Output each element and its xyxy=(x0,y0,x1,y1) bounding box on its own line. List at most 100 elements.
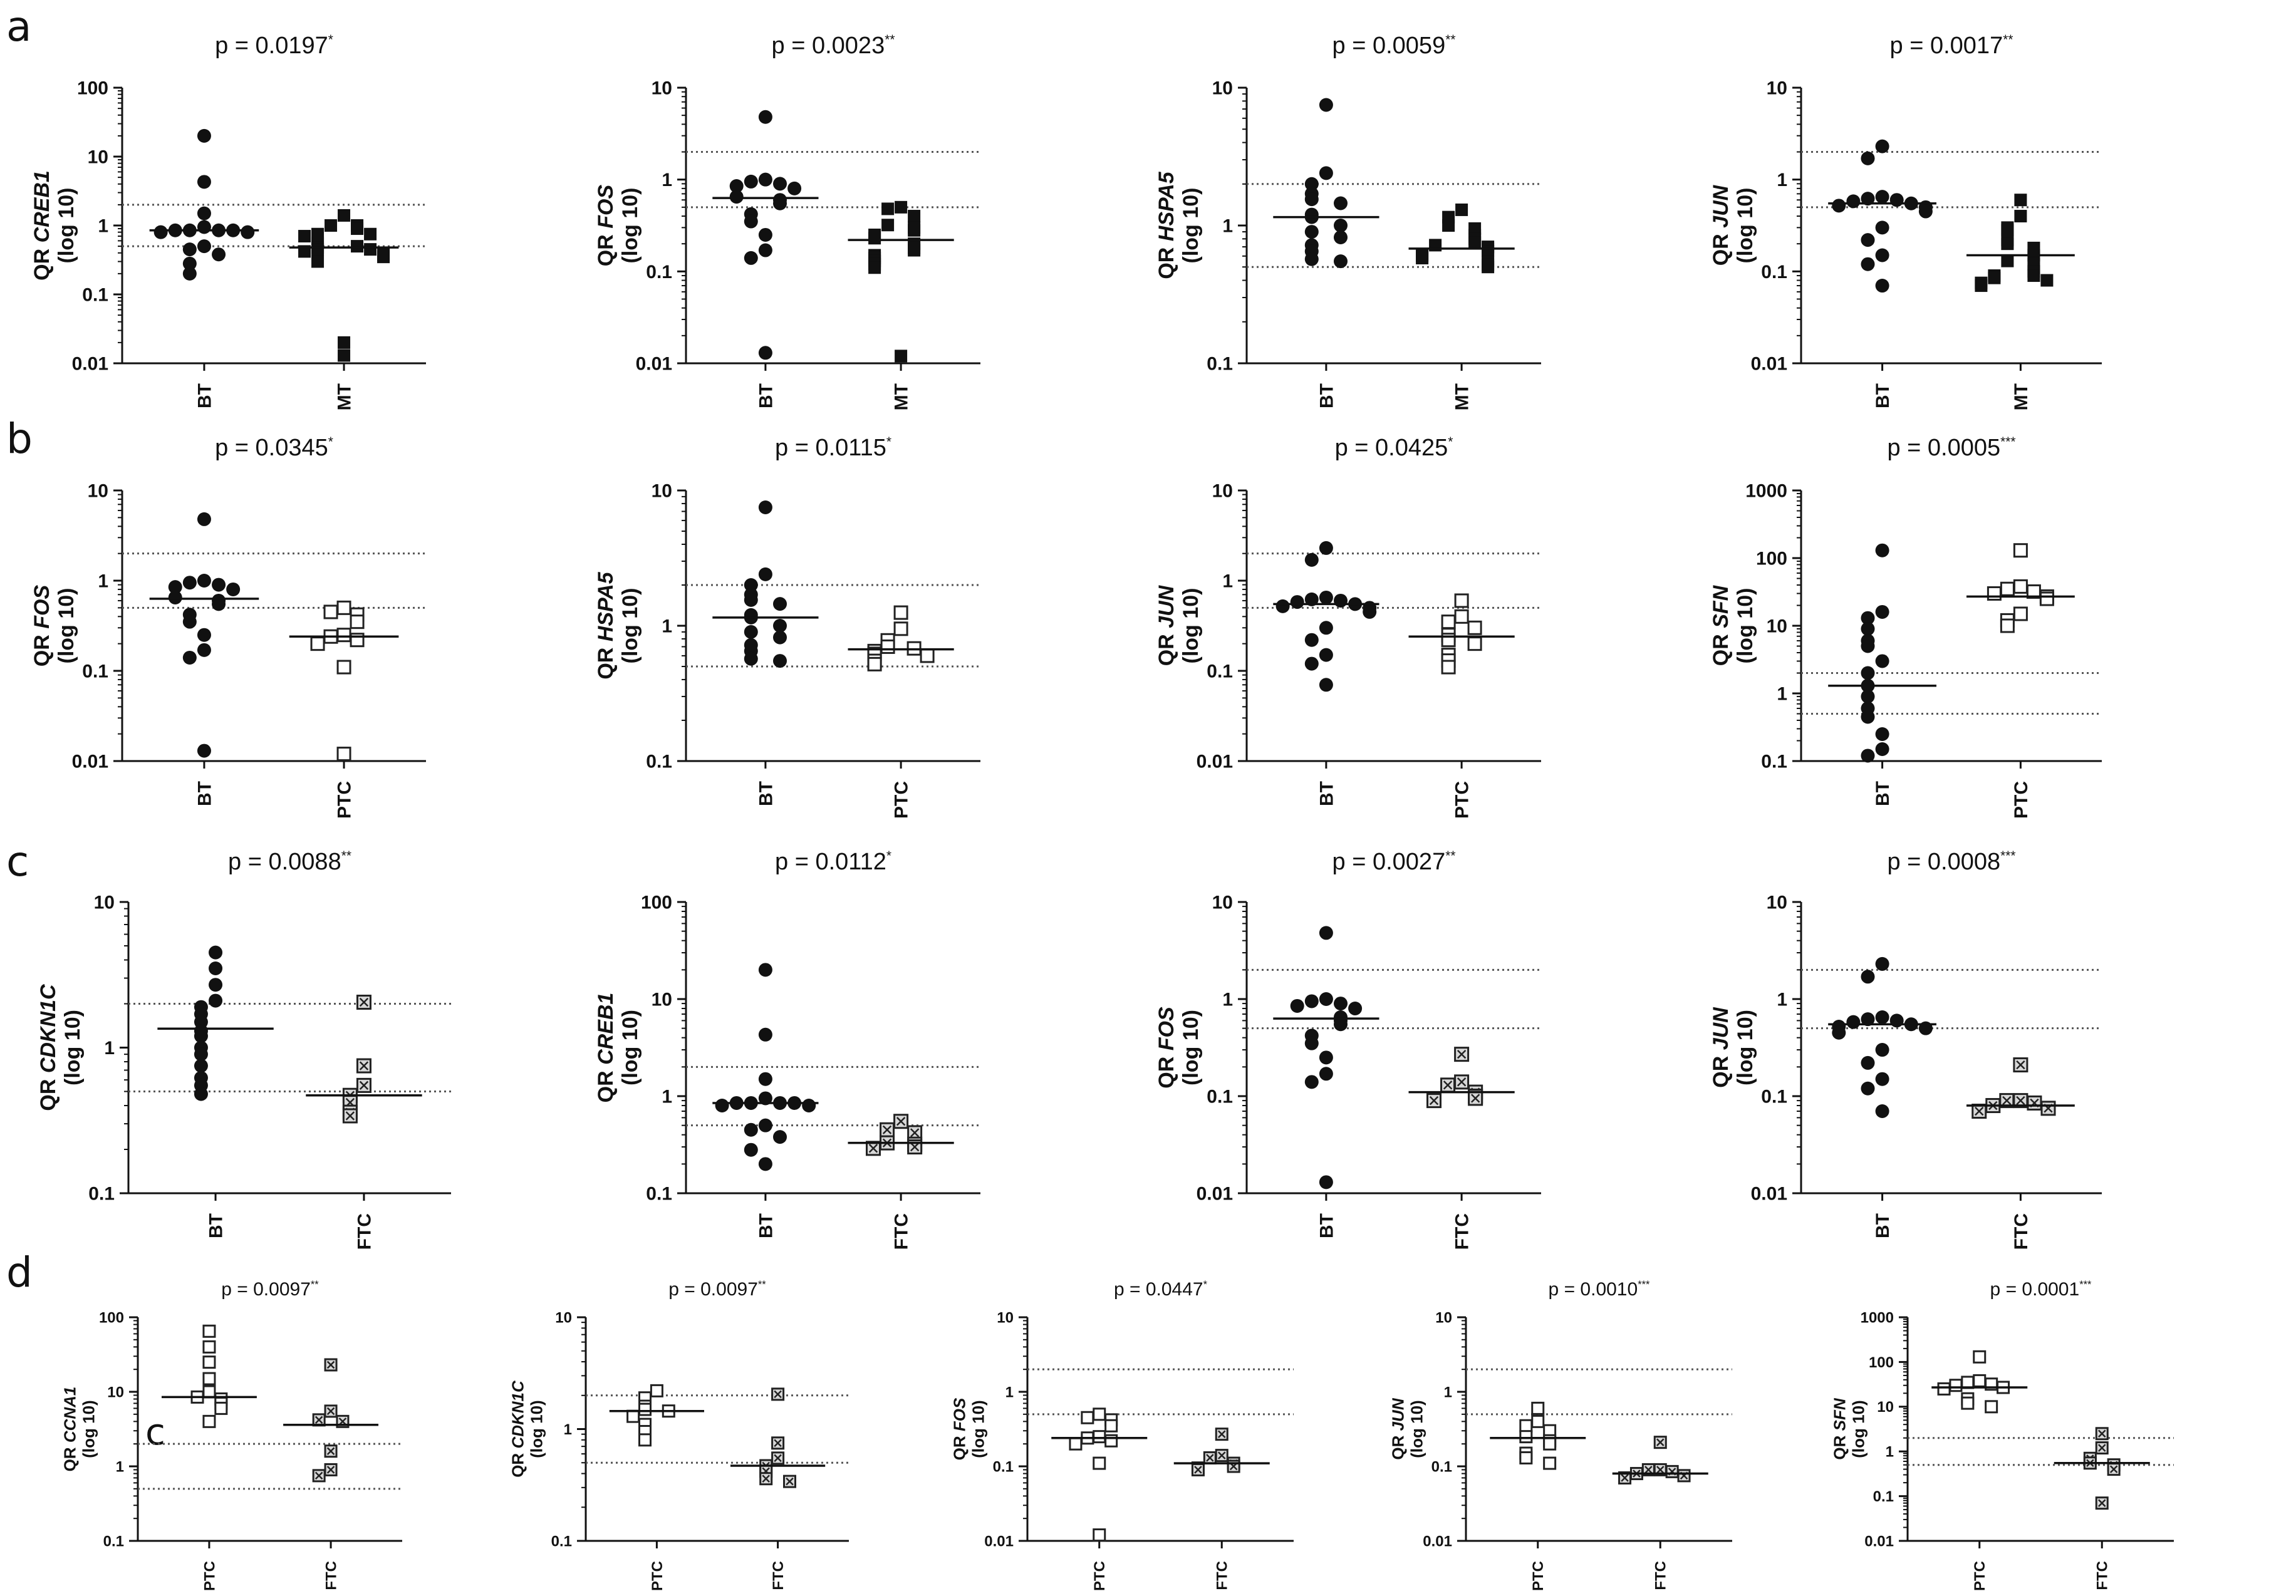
y-label-prefix: QR xyxy=(1709,1056,1733,1088)
data-point xyxy=(758,963,772,977)
data-point xyxy=(1334,254,1348,269)
data-point xyxy=(1875,654,1889,668)
data-point xyxy=(1319,926,1333,940)
data-point xyxy=(209,993,223,1008)
y-tick-label: 10 xyxy=(107,1384,124,1401)
marker-box xyxy=(2013,606,2028,621)
chart-c-creb1: p = 0.0112* 0.1 1 10 100 QR CREB1 (log 10) BT FT… xyxy=(594,849,980,1250)
significance-stars: ** xyxy=(341,849,351,863)
data-point xyxy=(1961,1396,1975,1410)
data-point xyxy=(1875,1010,1889,1024)
data-point xyxy=(1971,1104,1987,1119)
x-category-label: PTC xyxy=(891,781,912,819)
data-point xyxy=(1104,1434,1118,1448)
y-tick-label: 1 xyxy=(662,1087,672,1107)
marker-box xyxy=(1093,1456,1106,1470)
y-label-prefix: QR xyxy=(594,234,618,266)
marker-box xyxy=(1093,1430,1106,1444)
x-category-label: PTC xyxy=(1530,1561,1547,1591)
p-value: p = 0.0005 xyxy=(1887,435,2000,461)
data-point xyxy=(1319,541,1333,555)
y-axis-label: QR FOS xyxy=(594,185,618,267)
marker-box xyxy=(1467,636,1482,651)
data-point xyxy=(1875,139,1889,153)
data-point xyxy=(1918,204,1933,219)
marker-box xyxy=(1949,1379,1963,1392)
y-label-prefix: QR xyxy=(1709,234,1733,266)
y-axis-unit: (log 10) xyxy=(618,188,642,264)
y-label-prefix: QR xyxy=(36,1079,60,1111)
marker-cross xyxy=(345,1111,355,1121)
data-point xyxy=(1093,1430,1106,1444)
data-point xyxy=(729,179,744,194)
data-point xyxy=(2095,1427,2109,1441)
data-point xyxy=(182,650,197,665)
y-tick-label: 1 xyxy=(1777,990,1787,1010)
y-tick-label: 0.01 xyxy=(1197,752,1233,772)
marker-box xyxy=(1973,1374,1987,1387)
data-point xyxy=(1543,1456,1557,1470)
data-point xyxy=(324,1358,338,1372)
marker-cross xyxy=(1656,1466,1665,1474)
marker-box xyxy=(2039,591,2054,606)
data-point xyxy=(1861,970,1875,984)
p-value: p = 0.0197 xyxy=(215,33,328,59)
y-axis-unit: (log 10) xyxy=(1849,1400,1867,1458)
y-tick-label: 100 xyxy=(99,1309,124,1326)
x-category-label: BT xyxy=(756,1213,776,1238)
data-point xyxy=(771,1436,785,1450)
marker-box xyxy=(310,636,325,651)
data-point xyxy=(868,232,881,245)
data-point xyxy=(1304,177,1319,191)
marker-cross xyxy=(359,1061,369,1070)
y-tick-label: 1 xyxy=(1222,990,1233,1010)
data-point xyxy=(1290,595,1304,609)
data-point xyxy=(356,995,371,1010)
data-point xyxy=(1889,193,1904,207)
data-point xyxy=(1875,1072,1889,1086)
data-point xyxy=(1440,1077,1456,1093)
data-point xyxy=(1319,98,1333,112)
data-point xyxy=(773,630,787,645)
p-value: p = 0.0001 xyxy=(1990,1279,2080,1300)
y-axis-label: QR JUN xyxy=(1709,1007,1733,1088)
data-point xyxy=(1665,1464,1679,1478)
marker-box xyxy=(880,639,895,654)
data-point xyxy=(197,239,211,254)
marker-box xyxy=(336,660,351,675)
chart-title: p = 0.0027** xyxy=(1332,849,1456,875)
data-point xyxy=(908,224,921,237)
data-point xyxy=(1334,1017,1348,1032)
marker-cross xyxy=(1206,1454,1214,1462)
p-value: p = 0.0112 xyxy=(775,849,886,875)
marker-cross xyxy=(896,1117,906,1126)
data-point xyxy=(638,1433,652,1447)
data-point xyxy=(1416,252,1429,265)
x-category-label: BT xyxy=(756,781,776,806)
marker-box xyxy=(1937,1382,1951,1396)
data-point xyxy=(1973,1350,1987,1364)
data-point xyxy=(351,222,364,236)
data-point xyxy=(1875,742,1889,756)
marker-box xyxy=(1093,1407,1106,1421)
data-point xyxy=(729,190,744,204)
y-tick-label: 10 xyxy=(997,1309,1014,1326)
chart-b-jun: p = 0.0425* 0.01 0.1 1 10 QR JUN (log 10) BT PTC xyxy=(1155,435,1541,819)
data-point xyxy=(744,593,758,607)
marker-cross xyxy=(2097,1429,2106,1438)
data-point xyxy=(1334,997,1348,1011)
significance-stars: ** xyxy=(2003,33,2013,47)
x-category-label: FTC xyxy=(323,1561,340,1590)
data-point xyxy=(197,220,211,234)
x-category-label: PTC xyxy=(649,1561,666,1591)
x-category-label: FTC xyxy=(2094,1561,2111,1590)
y-label-gene: CDKN1C xyxy=(508,1380,527,1449)
panel-letter-a: a xyxy=(6,3,32,51)
data-point xyxy=(1455,203,1468,216)
data-point xyxy=(893,605,908,620)
y-axis-unit: (log 10) xyxy=(79,1400,98,1458)
data-point xyxy=(1203,1451,1217,1464)
data-point xyxy=(2095,1441,2109,1455)
chart-title: p = 0.0097** xyxy=(221,1279,319,1300)
data-point xyxy=(758,1072,772,1086)
